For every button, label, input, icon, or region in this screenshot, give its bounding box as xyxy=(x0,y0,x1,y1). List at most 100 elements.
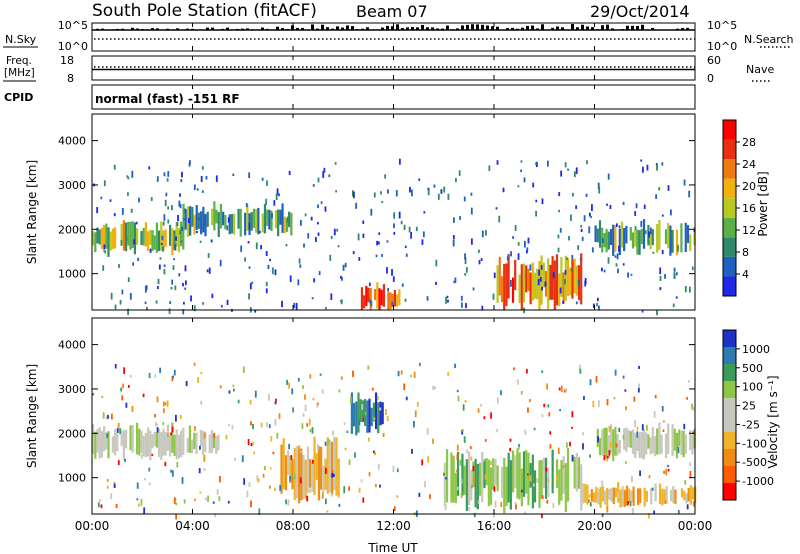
nsky-spike xyxy=(461,25,464,30)
heatmap-cell xyxy=(360,479,363,483)
heatmap-cell xyxy=(670,209,672,216)
heatmap-cell xyxy=(213,201,216,231)
heatmap-cell xyxy=(199,445,201,450)
heatmap-cell xyxy=(571,454,574,462)
heatmap-cell xyxy=(378,288,381,310)
heatmap-cell xyxy=(393,223,395,229)
nsky-spike xyxy=(381,27,384,30)
heatmap-cell xyxy=(469,446,472,450)
heatmap-cell xyxy=(612,429,615,462)
velocity-colorbar-label: Velocity [m s⁻¹] xyxy=(766,375,780,468)
heatmap-cell xyxy=(673,267,676,272)
heatmap-cell xyxy=(246,204,249,231)
heatmap-cell xyxy=(180,240,183,243)
heatmap-cell xyxy=(473,512,476,518)
heatmap-cell xyxy=(585,193,588,197)
heatmap-cell xyxy=(548,412,551,417)
heatmap-cell xyxy=(603,490,607,505)
heatmap-cell xyxy=(298,445,301,504)
heatmap-cell xyxy=(369,299,372,305)
heatmap-cell xyxy=(348,459,351,465)
heatmap-cell xyxy=(541,513,543,518)
heatmap-cell xyxy=(599,486,602,508)
heatmap-cell xyxy=(649,231,652,250)
heatmap-cell xyxy=(509,447,512,452)
heatmap-cell xyxy=(578,364,581,370)
nsky-spike xyxy=(121,28,124,30)
heatmap-cell xyxy=(616,434,619,456)
heatmap-cell xyxy=(237,208,240,229)
heatmap-cell xyxy=(609,229,613,246)
heatmap-cell xyxy=(349,396,352,404)
heatmap-cell xyxy=(432,385,435,391)
heatmap-cell xyxy=(297,279,300,286)
heatmap-cell xyxy=(531,454,534,509)
heatmap-cell xyxy=(529,264,532,271)
heatmap-cell xyxy=(492,293,495,300)
heatmap-cell xyxy=(107,431,110,459)
heatmap-cell xyxy=(662,420,665,423)
heatmap-cell xyxy=(538,269,540,276)
heatmap-cell xyxy=(398,211,401,219)
heatmap-cell xyxy=(268,394,270,401)
heatmap-cell xyxy=(193,184,196,190)
heatmap-cell xyxy=(127,176,130,180)
heatmap-cell xyxy=(566,257,568,260)
heatmap-cell xyxy=(171,205,173,211)
heatmap-cell xyxy=(147,231,150,252)
heatmap-cell xyxy=(498,215,501,223)
heatmap-cell xyxy=(413,371,416,378)
heatmap-cell xyxy=(133,222,136,255)
nsky-spike xyxy=(331,28,334,30)
heatmap-cell xyxy=(500,466,504,498)
heatmap-cell xyxy=(597,400,600,408)
heatmap-cell xyxy=(328,174,331,178)
heatmap-cell xyxy=(573,456,576,489)
heatmap-cell xyxy=(340,300,342,303)
nsky-spike xyxy=(556,26,559,30)
nsky-spike xyxy=(481,24,484,30)
nsky-spike xyxy=(96,28,99,30)
heatmap-cell xyxy=(569,267,572,296)
heatmap-cell xyxy=(655,162,658,166)
heatmap-cell xyxy=(309,488,312,493)
heatmap-cell xyxy=(290,212,293,236)
heatmap-cell xyxy=(169,301,172,305)
heatmap-cell xyxy=(623,489,626,507)
colorbar-segment xyxy=(723,364,736,381)
heatmap-cell xyxy=(465,267,468,273)
heatmap-cell xyxy=(151,434,154,449)
heatmap-cell xyxy=(154,414,156,418)
heatmap-cell xyxy=(691,403,693,410)
heatmap-cell xyxy=(324,458,327,490)
heatmap-cell xyxy=(544,457,548,499)
heatmap-cell xyxy=(227,217,230,223)
heatmap-cell xyxy=(459,216,462,220)
heatmap-cell xyxy=(454,277,457,283)
heatmap-cell xyxy=(142,227,145,246)
heatmap-cell xyxy=(162,230,165,251)
heatmap-cell xyxy=(190,295,192,302)
colorbar-segment xyxy=(723,330,736,347)
nsky-spike xyxy=(311,24,314,30)
heatmap-cell xyxy=(669,489,673,502)
heatmap-cell xyxy=(250,421,252,426)
heatmap-cell xyxy=(386,240,389,243)
heatmap-cell xyxy=(150,197,153,201)
heatmap-cell xyxy=(113,164,116,170)
velocity-panel: 1000 2000 3000 4000 Slant Range [km] 1000 50… xyxy=(25,317,780,520)
heatmap-cell xyxy=(316,403,319,408)
heatmap-cell xyxy=(634,432,637,458)
heatmap-cell xyxy=(552,271,555,279)
heatmap-cell xyxy=(214,513,217,518)
heatmap-cell xyxy=(169,434,172,457)
heatmap-cell xyxy=(317,402,319,406)
heatmap-cell xyxy=(175,502,178,506)
heatmap-cell xyxy=(176,461,179,468)
heatmap-cell xyxy=(636,426,639,431)
nsky-spike xyxy=(591,27,594,30)
heatmap-cell xyxy=(445,477,448,480)
heatmap-cell xyxy=(531,262,534,301)
heatmap-cell xyxy=(164,229,167,248)
heatmap-cell xyxy=(140,430,143,454)
